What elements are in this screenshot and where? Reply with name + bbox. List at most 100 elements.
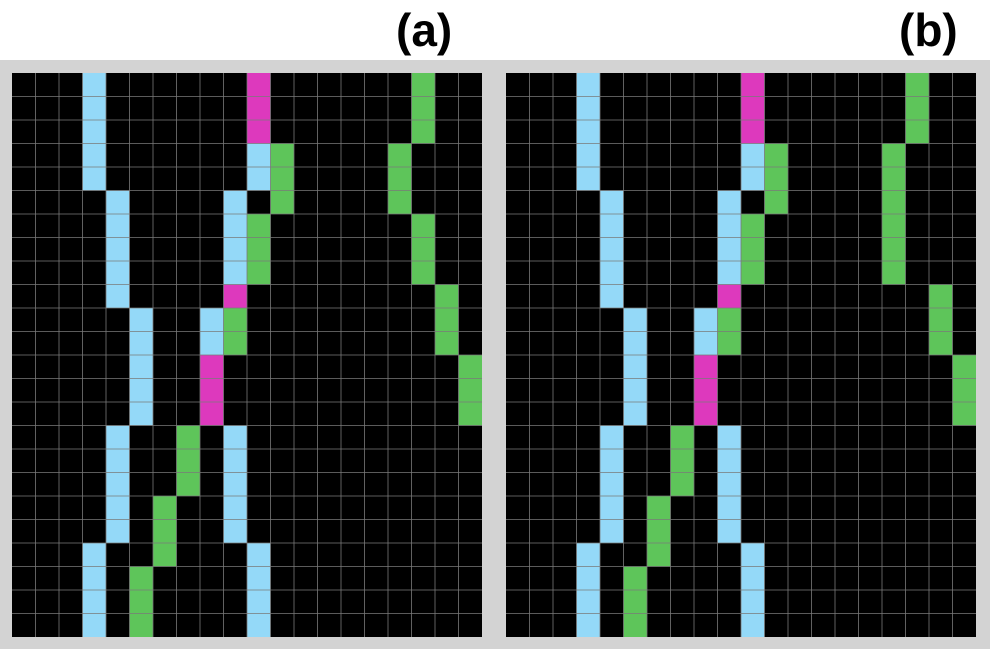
blue-cell (82, 167, 106, 191)
green-cell (435, 331, 459, 355)
green-cell (270, 167, 294, 191)
green-cell (129, 590, 153, 614)
green-cell (623, 566, 647, 590)
blue-cell (129, 308, 153, 332)
green-cell (411, 261, 435, 285)
green-cell (247, 237, 271, 261)
green-cell (882, 237, 906, 261)
magenta-cell (741, 120, 765, 144)
green-cell (882, 214, 906, 238)
blue-cell (82, 543, 106, 567)
blue-cell (223, 190, 247, 214)
green-cell (623, 590, 647, 614)
blue-cell (717, 519, 741, 543)
blue-cell (82, 590, 106, 614)
blue-cell (576, 96, 600, 120)
blue-cell (694, 308, 718, 332)
blue-cell (717, 214, 741, 238)
green-cell (176, 425, 200, 449)
green-cell (905, 73, 929, 97)
blue-cell (223, 449, 247, 473)
panel-b-grid (506, 73, 976, 637)
blue-cell (623, 331, 647, 355)
blue-cell (576, 613, 600, 637)
green-cell (153, 519, 177, 543)
green-cell (764, 143, 788, 167)
blue-cell (741, 566, 765, 590)
blue-cell (247, 167, 271, 191)
magenta-cell (694, 355, 718, 379)
blue-cell (82, 613, 106, 637)
blue-cell (600, 496, 624, 520)
green-cell (905, 120, 929, 144)
blue-cell (223, 472, 247, 496)
magenta-cell (200, 402, 224, 426)
green-cell (741, 237, 765, 261)
magenta-cell (247, 96, 271, 120)
green-cell (270, 190, 294, 214)
green-cell (223, 308, 247, 332)
green-cell (670, 472, 694, 496)
blue-cell (600, 472, 624, 496)
blue-cell (82, 143, 106, 167)
blue-cell (223, 425, 247, 449)
blue-cell (717, 472, 741, 496)
blue-cell (223, 519, 247, 543)
blue-cell (223, 496, 247, 520)
blue-cell (106, 237, 130, 261)
blue-cell (223, 237, 247, 261)
blue-cell (223, 214, 247, 238)
green-cell (929, 308, 953, 332)
blue-cell (247, 590, 271, 614)
green-cell (882, 167, 906, 191)
blue-cell (106, 190, 130, 214)
blue-cell (717, 449, 741, 473)
blue-cell (82, 96, 106, 120)
blue-cell (106, 214, 130, 238)
blue-cell (106, 496, 130, 520)
green-cell (435, 284, 459, 308)
magenta-cell (717, 284, 741, 308)
blue-cell (600, 190, 624, 214)
blue-cell (576, 167, 600, 191)
blue-cell (576, 590, 600, 614)
panel-a-grid (12, 73, 482, 637)
blue-cell (576, 73, 600, 97)
green-cell (129, 613, 153, 637)
blue-cell (129, 355, 153, 379)
blue-cell (106, 425, 130, 449)
green-cell (670, 449, 694, 473)
green-cell (435, 308, 459, 332)
green-cell (670, 425, 694, 449)
green-cell (647, 519, 671, 543)
blue-cell (600, 214, 624, 238)
green-cell (717, 308, 741, 332)
green-cell (929, 284, 953, 308)
green-cell (129, 566, 153, 590)
magenta-cell (223, 284, 247, 308)
blue-cell (576, 543, 600, 567)
blue-cell (600, 425, 624, 449)
green-cell (952, 355, 976, 379)
panel-b-grid-svg (506, 73, 976, 637)
blue-cell (741, 613, 765, 637)
magenta-cell (694, 402, 718, 426)
blue-cell (717, 425, 741, 449)
green-cell (411, 214, 435, 238)
magenta-cell (200, 355, 224, 379)
blue-cell (82, 120, 106, 144)
blue-cell (129, 402, 153, 426)
green-cell (764, 167, 788, 191)
green-cell (247, 261, 271, 285)
blue-cell (717, 237, 741, 261)
green-cell (647, 543, 671, 567)
green-cell (176, 472, 200, 496)
blue-cell (600, 261, 624, 285)
blue-cell (717, 261, 741, 285)
magenta-cell (741, 96, 765, 120)
blue-cell (623, 402, 647, 426)
magenta-cell (247, 120, 271, 144)
panel-a-grid-svg (12, 73, 482, 637)
green-cell (411, 120, 435, 144)
green-cell (647, 496, 671, 520)
